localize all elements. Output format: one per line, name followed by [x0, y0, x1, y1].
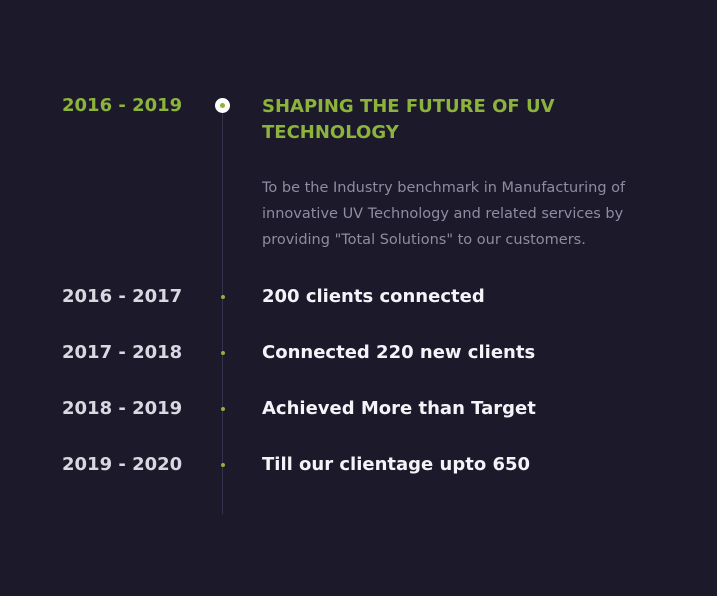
featured-description: To be the Industry benchmark in Manufact…	[262, 180, 626, 248]
milestone-title: 200 clients connected	[262, 286, 485, 307]
featured-marker-dot-icon	[215, 98, 230, 113]
milestone-dot-icon	[221, 463, 225, 467]
milestone-title: Achieved More than Target	[262, 398, 536, 419]
milestone-dot-icon	[221, 407, 225, 411]
milestone-dot-icon	[221, 351, 225, 355]
milestone-period: 2018 - 2019	[62, 398, 183, 419]
milestone-period: 2016 - 2017	[62, 286, 183, 307]
featured-period: 2016 - 2019	[62, 95, 183, 116]
milestone-title: Till our clientage upto 650	[262, 454, 531, 475]
timeline-vertical-line	[222, 100, 223, 514]
featured-heading: SHAPING THE FUTURE OF UV TECHNOLOGY	[262, 96, 555, 143]
milestone-period: 2019 - 2020	[62, 454, 183, 475]
milestone-dot-icon	[221, 295, 225, 299]
milestone-period: 2017 - 2018	[62, 342, 183, 363]
milestone-title: Connected 220 new clients	[262, 342, 536, 363]
